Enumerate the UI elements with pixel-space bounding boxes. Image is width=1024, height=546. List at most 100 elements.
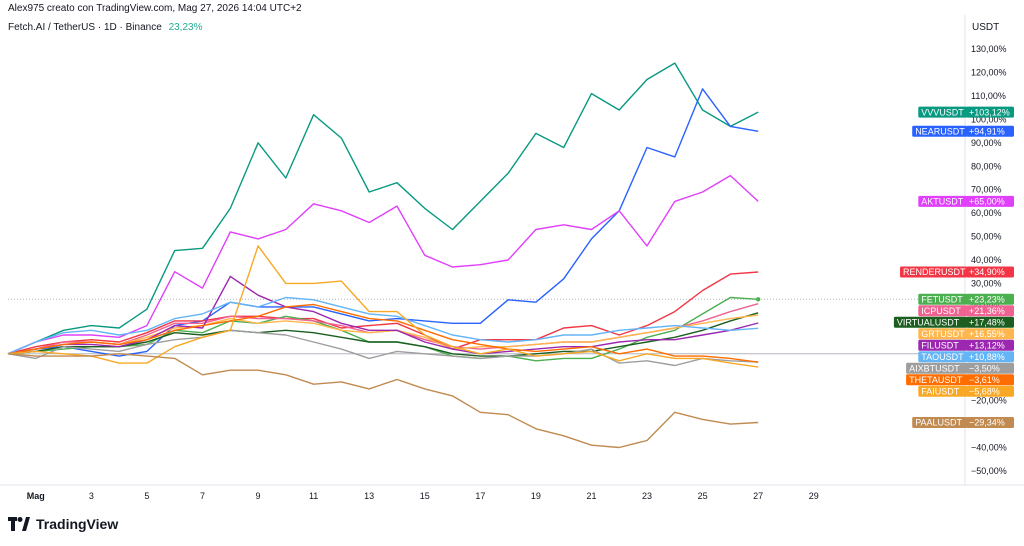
x-tick-label: 29	[809, 491, 819, 501]
price-tag-value-bg	[966, 106, 1014, 118]
price-tag-value-bg	[966, 362, 1014, 374]
x-tick-label: 27	[753, 491, 763, 501]
price-tag-name-bg	[906, 374, 967, 386]
price-tag-thetausdt: THETAUSDT −3,61%	[906, 374, 1014, 386]
x-tick-label: 15	[420, 491, 430, 501]
price-tag-value: −5,68%	[969, 387, 1000, 397]
price-tag-value-bg	[966, 305, 1014, 317]
price-tag-name: VIRTUALUSDT	[897, 318, 960, 328]
y-tick-label: −20,00%	[971, 396, 1007, 406]
y-tick-label: 100,00%	[971, 114, 1007, 124]
brand-name: TradingView	[36, 516, 119, 532]
price-tag-value: +23,23%	[969, 295, 1005, 305]
y-axis-unit-label: USDT	[972, 22, 1000, 33]
tradingview-logo-icon	[8, 517, 30, 531]
price-tag-nearusdt: NEARUSDT +94,91%	[912, 125, 1014, 137]
price-tag-name-bg	[918, 339, 967, 351]
price-tag-name: VVVUSDT	[921, 107, 964, 117]
price-tag-paalusdt: PAALUSDT −29,34%	[912, 417, 1014, 429]
y-tick-label: 80,00%	[971, 161, 1002, 171]
price-tag-name-bg	[893, 316, 967, 328]
series-line-aktusdt	[7, 174, 759, 355]
price-tag-value-bg	[966, 316, 1014, 328]
price-tags: VVVUSDT +103,12% NEARUSDT +94,91% AKTUSDT +65…	[893, 106, 1014, 429]
price-tag-value-bg	[966, 351, 1014, 363]
series-line-virtualusdt	[7, 312, 759, 357]
price-tag-name: THETAUSDT	[909, 375, 963, 385]
price-tag-name-bg	[912, 417, 967, 429]
price-tag-grtusdt: GRTUSDT +16,55%	[918, 328, 1014, 340]
series-last-point	[755, 297, 761, 302]
x-tick-label: 23	[642, 491, 652, 501]
symbol-name: Fetch.AI / TetherUS · 1D · Binance	[8, 22, 162, 33]
price-tag-name-bg	[918, 328, 967, 340]
price-tag-value: +10,88%	[969, 352, 1005, 362]
x-tick-label: 3	[89, 491, 94, 501]
series-layer	[7, 62, 761, 449]
x-tick-label: Mag	[27, 491, 45, 501]
y-tick-label: 90,00%	[971, 138, 1002, 148]
price-tag-name: FAIUSDT	[921, 387, 960, 397]
x-tick-label: 7	[200, 491, 205, 501]
y-tick-label: 120,00%	[971, 68, 1007, 78]
price-tag-renderusdt: RENDERUSDT +34,90%	[900, 266, 1014, 278]
price-tag-value-bg	[966, 374, 1014, 386]
series-line-faiusdt	[7, 245, 759, 368]
price-tag-name: NEARUSDT	[915, 127, 965, 137]
price-tag-name-bg	[918, 385, 967, 397]
price-tag-name-bg	[912, 125, 967, 137]
price-tag-filusdt: FILUSDT +13,12%	[918, 339, 1014, 351]
price-tag-value: −3,50%	[969, 364, 1000, 374]
series-line-renderusdt	[7, 271, 759, 355]
price-tag-name: ICPUSDT	[921, 306, 961, 316]
series-line-grtusdt	[7, 314, 759, 355]
symbol-info: Fetch.AI / TetherUS · 1D · Binance 23,23…	[8, 22, 202, 33]
price-tag-fetusdt: FETUSDT +23,23%	[918, 293, 1014, 305]
price-tag-value-bg	[966, 339, 1014, 351]
price-tag-name-bg	[918, 305, 967, 317]
price-tag-name: RENDERUSDT	[903, 267, 966, 277]
price-tag-value: +13,12%	[969, 341, 1005, 351]
price-tag-name: AIXBTUSDT	[909, 364, 960, 374]
symbol-change-percent: 23,23%	[168, 22, 203, 33]
price-tag-icpusdt: ICPUSDT +21,36%	[918, 305, 1014, 317]
price-tag-name: PAALUSDT	[915, 418, 962, 428]
price-tag-aktusdt: AKTUSDT +65,00%	[918, 195, 1014, 207]
x-tick-label: 9	[256, 491, 261, 501]
price-tag-value-bg	[966, 125, 1014, 137]
y-tick-label: −50,00%	[971, 466, 1007, 476]
y-tick-label: −40,00%	[971, 443, 1007, 453]
y-tick-label: 110,00%	[971, 91, 1006, 101]
series-line-nearusdt	[7, 88, 759, 357]
series-line-taousdt	[7, 296, 759, 355]
price-tag-value: −29,34%	[969, 418, 1005, 428]
price-tag-name: FILUSDT	[921, 341, 959, 351]
tradingview-brand: TradingView	[8, 516, 118, 532]
price-tag-name: AKTUSDT	[921, 197, 964, 207]
series-line-thetausdt	[7, 303, 759, 363]
price-tag-name: TAOUSDT	[921, 352, 964, 362]
price-tag-virtualusdt: VIRTUALUSDT +17,48%	[893, 316, 1014, 328]
price-tag-name-bg	[918, 351, 967, 363]
price-tag-taousdt: TAOUSDT +10,88%	[918, 351, 1014, 363]
price-tag-name: FETUSDT	[921, 295, 963, 305]
price-tag-value: +16,55%	[969, 329, 1005, 339]
price-tag-aixbtusdt: AIXBTUSDT −3,50%	[906, 362, 1014, 374]
price-tag-faiusdt: FAIUSDT −5,68%	[918, 385, 1014, 397]
price-tag-value: +65,00%	[969, 197, 1005, 207]
price-tag-value: +17,48%	[969, 318, 1005, 328]
chart-author-line: Alex975 creato con TradingView.com, Mag …	[8, 3, 302, 14]
series-line-vvvusdt	[7, 62, 759, 355]
axes-layer: −50,00%−40,00%−20,00%20,00%30,00%40,00%5…	[0, 15, 1024, 501]
x-tick-label: 5	[144, 491, 149, 501]
series-line-aixbtusdt	[7, 329, 759, 367]
x-tick-label: 19	[531, 491, 541, 501]
price-tag-vvvusdt: VVVUSDT +103,12%	[918, 106, 1014, 118]
series-line-paalusdt	[7, 353, 759, 449]
price-tag-name-bg	[900, 266, 967, 278]
price-tag-value: +103,12%	[969, 107, 1010, 117]
price-tag-value: +21,36%	[969, 306, 1005, 316]
price-tag-value: −3,61%	[969, 375, 1000, 385]
price-tag-value-bg	[966, 417, 1014, 429]
